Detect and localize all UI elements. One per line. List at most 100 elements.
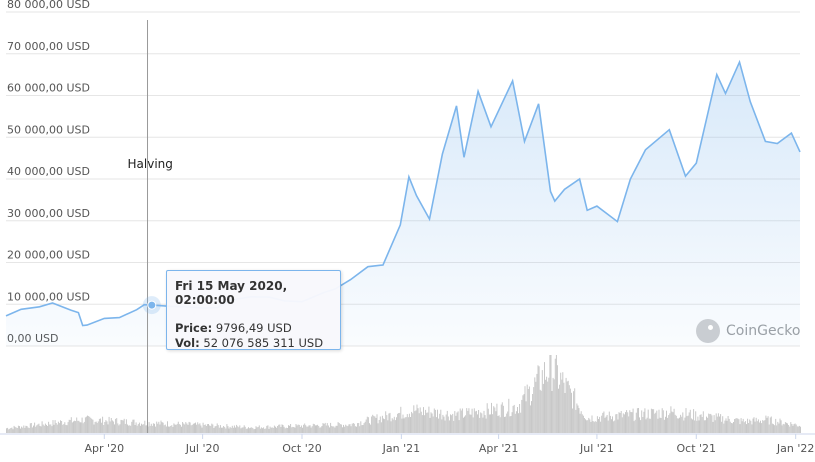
volume-bar [372, 414, 374, 433]
volume-bar [467, 410, 469, 433]
volume-bar [208, 424, 209, 433]
volume-bar [555, 355, 557, 433]
volume-bar [22, 427, 24, 433]
volume-bar [662, 410, 664, 433]
volume-bar [363, 423, 365, 433]
price-area [6, 62, 800, 346]
volume-bar [396, 417, 397, 433]
volume-bar [47, 426, 49, 433]
volume-bar [725, 418, 727, 433]
volume-bar [724, 420, 726, 433]
volume-bar [408, 413, 410, 433]
tooltip-volume-row: Vol: 52 076 585 311 USD [175, 336, 332, 350]
volume-bar [756, 421, 758, 433]
volume-bar [304, 423, 306, 433]
volume-bar [518, 413, 519, 433]
volume-bar [655, 412, 657, 433]
volume-bar [594, 421, 596, 433]
volume-bar [689, 409, 691, 433]
volume-bar [198, 424, 200, 433]
volume-bar [537, 365, 539, 433]
volume-bar [333, 426, 335, 433]
volume-bar [625, 412, 626, 433]
volume-bar [158, 421, 160, 433]
volume-bar [134, 425, 136, 433]
volume-bar [630, 412, 632, 433]
volume-bar [202, 422, 204, 433]
volume-bar [788, 425, 790, 433]
volume-bar [214, 426, 216, 433]
volume-bar [505, 416, 507, 433]
volume-bar [129, 425, 131, 433]
volume-bar [508, 398, 510, 433]
volume-bar [320, 427, 322, 433]
volume-bar [131, 421, 133, 433]
volume-bar [767, 416, 769, 433]
volume-bar [243, 425, 245, 433]
volume-bar [784, 422, 786, 433]
volume-bar [11, 427, 13, 433]
volume-bar [536, 373, 538, 433]
volume-bar [731, 423, 733, 433]
volume-bar [381, 415, 383, 433]
volume-bar [471, 408, 473, 433]
volume-bar [670, 406, 672, 433]
volume-bar [491, 402, 492, 433]
volume-bar [149, 425, 151, 433]
volume-bar [112, 421, 114, 433]
volume-bar [185, 422, 187, 433]
volume-bar [315, 425, 316, 433]
volume-bar [224, 427, 226, 433]
volume-bar [500, 404, 502, 433]
volume-bar [24, 427, 26, 433]
volume-bar [417, 408, 419, 433]
volume-bar [722, 416, 724, 433]
volume-bar [118, 425, 120, 433]
volume-bar [125, 419, 127, 433]
volume-bar [474, 411, 476, 433]
volume-bar [17, 425, 19, 433]
volume-bar [64, 422, 66, 433]
volume-bar [749, 419, 751, 433]
volume-bar [485, 418, 487, 433]
volume-bar [473, 408, 475, 433]
volume-bar [643, 411, 645, 433]
volume-bar [212, 424, 214, 433]
volume-bar [183, 423, 185, 433]
volume-bar [104, 422, 106, 433]
volume-bar [770, 416, 772, 433]
volume-bar [48, 421, 50, 433]
volume-bar [96, 423, 98, 433]
volume-bar [612, 416, 613, 433]
volume-bar [789, 426, 791, 433]
volume-bar [450, 414, 451, 433]
volume-bar [388, 413, 390, 433]
volume-bar [336, 425, 338, 433]
volume-bar [603, 411, 605, 433]
volume-bar [263, 427, 265, 433]
volume-bar [27, 427, 29, 433]
volume-bar [415, 410, 417, 433]
volume-bar [469, 414, 471, 433]
volume-bar [554, 358, 556, 433]
price-line[interactable] [5, 59, 801, 327]
volume-bar [334, 427, 336, 433]
volume-bar [754, 421, 756, 433]
volume-bar [704, 420, 706, 433]
volume-bar [260, 427, 262, 433]
volume-bar [413, 405, 415, 433]
volume-bar [646, 417, 648, 433]
volume-bar [509, 416, 511, 433]
volume-bar [441, 419, 443, 433]
volume-bar [407, 417, 409, 433]
volume-bar [757, 419, 759, 433]
volume-bar [360, 421, 362, 433]
volume-bar [159, 424, 161, 433]
volume-bar [727, 416, 729, 433]
volume-bar [374, 416, 376, 433]
volume-bar [163, 425, 165, 433]
volume-bar [88, 416, 90, 433]
volume-bar [720, 414, 722, 433]
volume-bar [423, 407, 424, 433]
